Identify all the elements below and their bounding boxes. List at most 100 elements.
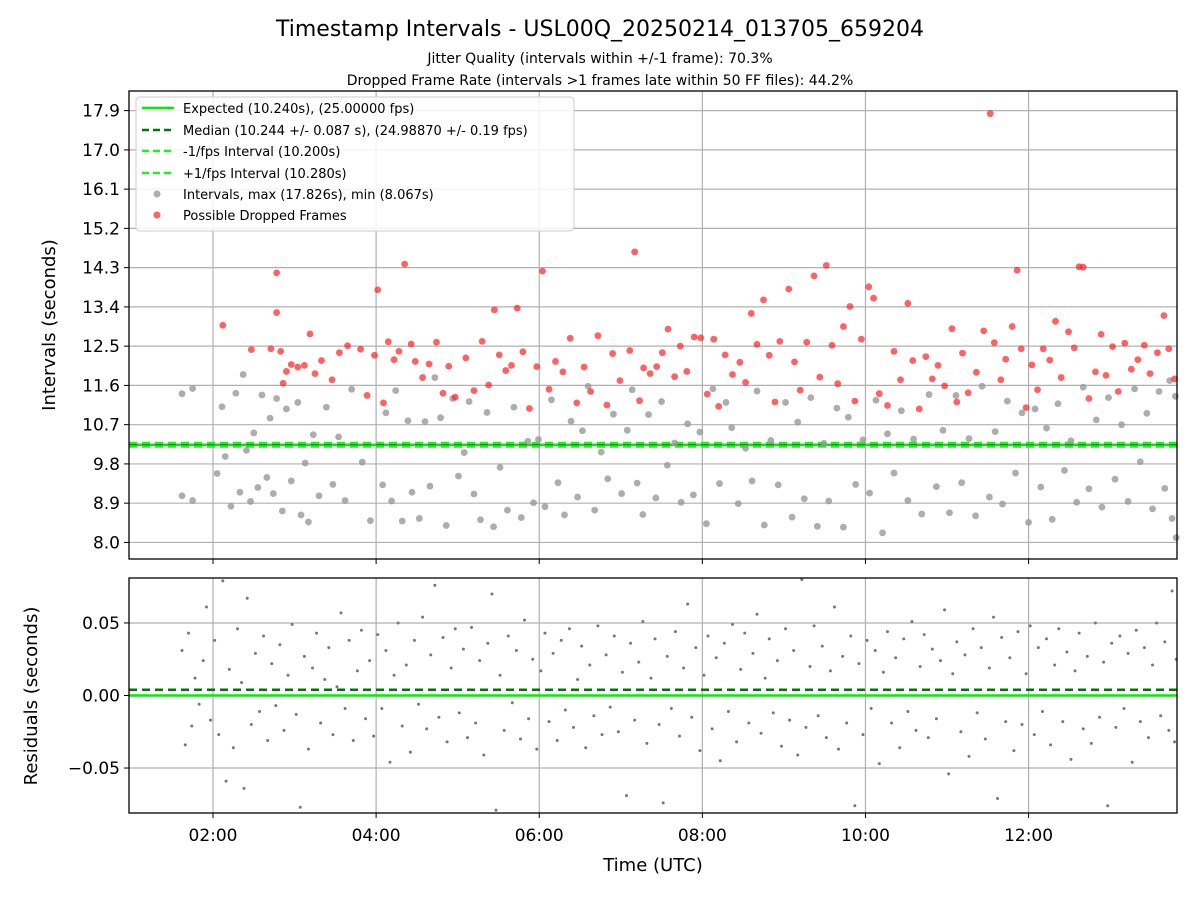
dropped-frame-point (247, 346, 255, 354)
dropped-frame-point (1109, 343, 1116, 350)
interval-point (530, 499, 537, 507)
dropped-frame-point (834, 380, 842, 388)
legend-dropped-swatch (153, 211, 161, 219)
residual-point (486, 641, 490, 645)
dropped-frame-point (519, 348, 527, 356)
dropped-frame-point (671, 373, 679, 381)
interval-point (1003, 397, 1011, 405)
residual-point (351, 738, 355, 742)
residual-point (315, 631, 319, 635)
dropped-frame-point (587, 388, 595, 395)
dropped-frame-point (721, 351, 729, 359)
residual-point (527, 717, 531, 721)
interval-point (315, 492, 323, 500)
residual-point (474, 721, 478, 725)
interval-point (1073, 498, 1081, 506)
residual-point (514, 649, 518, 653)
interval-point (884, 430, 891, 438)
interval-point (213, 470, 221, 477)
residual-point (991, 615, 995, 619)
dropped-frame-point (1070, 344, 1078, 352)
dropped-frame-point (1097, 330, 1105, 338)
dropped-frame-point (1057, 374, 1065, 381)
interval-point (442, 522, 450, 529)
residual-point (792, 649, 796, 653)
residual-point (380, 707, 384, 711)
interval-point (263, 474, 271, 481)
residual-point (653, 637, 657, 641)
dropped-frame-point (401, 260, 409, 268)
residual-point (735, 740, 739, 744)
residual-point (1098, 715, 1102, 719)
residual-point (804, 725, 808, 729)
interval-point (618, 490, 626, 497)
residual-point (470, 625, 474, 629)
residual-point (1012, 749, 1016, 753)
interval-point (388, 497, 396, 505)
interval-point (972, 512, 979, 520)
residual-point (971, 627, 975, 631)
residual-point (1032, 733, 1036, 737)
residual-point (482, 753, 486, 757)
dropped-frame-point (318, 357, 325, 364)
residual-point (461, 647, 465, 651)
interval-point (978, 382, 986, 390)
intervals-y-tick-label: 15.2 (82, 219, 120, 239)
interval-point (742, 444, 749, 452)
dropped-frame-point (980, 327, 988, 335)
interval-point (1098, 503, 1106, 511)
residual-point (873, 649, 877, 653)
dropped-frame-point (972, 368, 980, 376)
interval-point (663, 461, 671, 469)
interval-point (189, 385, 197, 392)
interval-point (297, 511, 305, 519)
interval-point (322, 403, 330, 411)
dropped-frame-point (300, 361, 308, 369)
interval-point (716, 480, 723, 487)
legend-intervals-swatch (153, 190, 161, 198)
dropped-frame-point (653, 363, 661, 371)
residual-point (1057, 627, 1061, 631)
dropped-frame-point (478, 337, 486, 345)
interval-point (1085, 485, 1093, 493)
residuals-y-ticks: −0.05 0.00 0.05 (68, 614, 129, 779)
intervals-panel: 8.0 8.9 9.8 10.7 11.6 12.5 13.4 14.3 15.2 16.1 17.… (39, 90, 1180, 564)
dropped-frame-point (1134, 356, 1142, 364)
interval-point (367, 517, 374, 525)
dropped-frame-point (915, 405, 923, 413)
dropped-frame-point (294, 363, 302, 371)
residuals-series (180, 577, 1178, 812)
residual-point (1065, 650, 1069, 654)
dropped-frame-point (495, 351, 503, 359)
residual-point (388, 760, 392, 764)
interval-point (859, 436, 867, 444)
interval-point (1136, 458, 1144, 466)
dropped-frame-point (1046, 356, 1054, 364)
dropped-frame-point (1146, 370, 1154, 378)
intervals-y-ticks: 8.0 8.9 9.8 10.7 11.6 12.5 13.4 14.3 15.2 16.1 17.… (82, 102, 129, 553)
dropped-frame-point (283, 368, 290, 375)
x-tick-label: 02:00 (189, 826, 238, 846)
residual-point (201, 659, 205, 663)
dropped-frame-point (1085, 395, 1093, 402)
interval-point (266, 414, 274, 422)
interval-point (958, 479, 966, 487)
residual-point (1024, 672, 1028, 676)
residual-point (620, 670, 624, 674)
interval-point (250, 429, 258, 437)
residual-point (706, 634, 710, 638)
residual-point (502, 728, 506, 732)
interval-point (1131, 385, 1138, 393)
residual-point (755, 612, 759, 616)
residual-point (510, 701, 514, 705)
interval-point (1012, 469, 1019, 477)
residual-point (1045, 637, 1049, 641)
residual-point (339, 611, 343, 615)
interval-point (633, 479, 641, 487)
dropped-frame-point (594, 332, 602, 340)
residuals-reference-lines (129, 688, 1177, 697)
dropped-frame-point (742, 378, 749, 386)
chart-subtitle-jitter: Jitter Quality (intervals within +/-1 fr… (426, 51, 772, 67)
residual-point (242, 786, 246, 790)
residual-point (319, 721, 323, 725)
